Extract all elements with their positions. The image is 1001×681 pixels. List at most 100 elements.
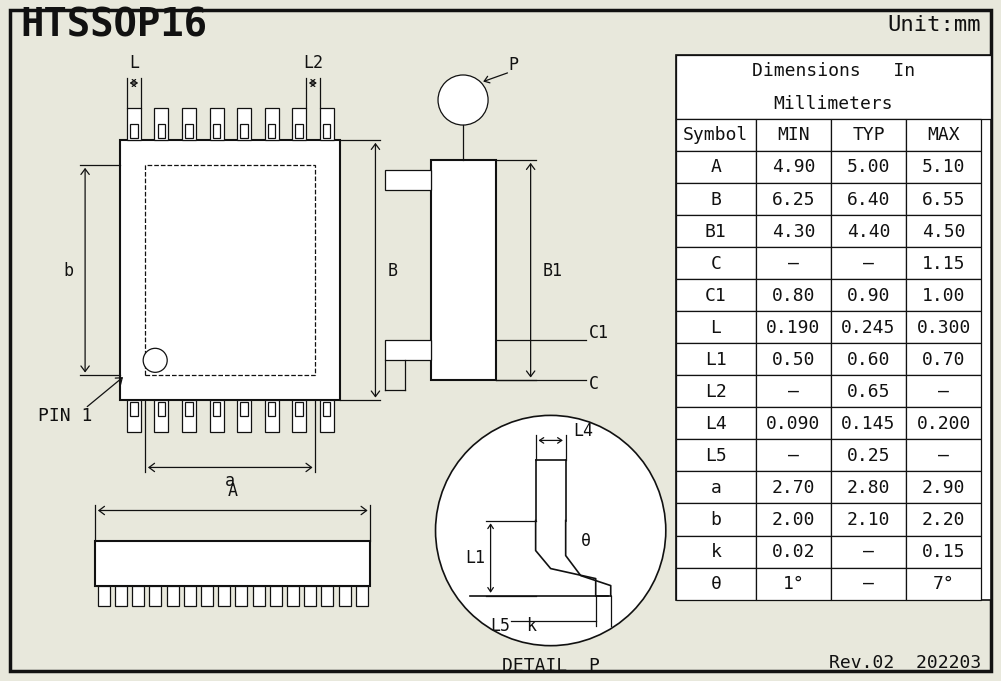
Text: 0.80: 0.80: [772, 287, 815, 304]
Bar: [157, 402, 165, 417]
Bar: [264, 400, 278, 432]
Bar: [182, 400, 196, 432]
Text: θ: θ: [581, 532, 591, 550]
Text: P: P: [508, 57, 518, 74]
Text: L4: L4: [574, 422, 594, 439]
Bar: [240, 402, 248, 417]
Bar: [676, 343, 756, 375]
Bar: [430, 161, 495, 381]
Text: A: A: [711, 159, 721, 176]
Text: a: a: [225, 472, 235, 490]
Text: A: A: [228, 481, 237, 500]
Bar: [831, 215, 906, 247]
Bar: [127, 400, 141, 432]
Bar: [237, 108, 251, 140]
Bar: [906, 471, 981, 504]
Bar: [212, 402, 220, 417]
Bar: [676, 215, 756, 247]
Text: TYP: TYP: [852, 127, 885, 144]
Bar: [831, 247, 906, 279]
Text: MIN: MIN: [777, 127, 810, 144]
Bar: [264, 108, 278, 140]
Bar: [831, 407, 906, 439]
Bar: [154, 400, 168, 432]
Bar: [831, 151, 906, 183]
Bar: [385, 170, 430, 191]
Bar: [831, 471, 906, 504]
Text: 2.20: 2.20: [922, 511, 965, 528]
Bar: [831, 311, 906, 343]
Text: 1.00: 1.00: [922, 287, 965, 304]
Bar: [756, 536, 831, 568]
Bar: [130, 402, 138, 417]
Bar: [831, 439, 906, 471]
Text: 0.02: 0.02: [772, 543, 815, 560]
Bar: [756, 568, 831, 600]
Bar: [127, 108, 141, 140]
Bar: [218, 586, 230, 605]
Text: –: –: [788, 447, 799, 464]
Bar: [184, 586, 196, 605]
Text: Rev.02  202203: Rev.02 202203: [829, 654, 981, 671]
Bar: [130, 125, 138, 139]
Text: Millimeters: Millimeters: [774, 95, 893, 113]
Text: L1: L1: [705, 351, 727, 368]
Bar: [321, 586, 333, 605]
Bar: [295, 402, 303, 417]
Bar: [201, 586, 213, 605]
Bar: [756, 311, 831, 343]
Text: Dimensions   In: Dimensions In: [752, 62, 915, 80]
Bar: [756, 183, 831, 215]
Text: PIN 1: PIN 1: [38, 407, 92, 424]
Bar: [831, 504, 906, 536]
Bar: [237, 400, 251, 432]
Bar: [906, 439, 981, 471]
Bar: [154, 108, 168, 140]
Bar: [132, 586, 144, 605]
Text: 4.30: 4.30: [772, 223, 815, 240]
Bar: [322, 402, 330, 417]
Text: 7°: 7°: [933, 575, 954, 592]
Text: k: k: [526, 617, 536, 635]
Text: 0.300: 0.300: [916, 319, 971, 336]
Text: 4.90: 4.90: [772, 159, 815, 176]
Bar: [906, 375, 981, 407]
Text: 1°: 1°: [783, 575, 804, 592]
Bar: [756, 471, 831, 504]
Text: 0.70: 0.70: [922, 351, 965, 368]
Bar: [756, 279, 831, 311]
Text: L5: L5: [705, 447, 727, 464]
Bar: [906, 311, 981, 343]
Text: 0.50: 0.50: [772, 351, 815, 368]
Text: k: k: [711, 543, 721, 560]
Bar: [304, 586, 316, 605]
Bar: [906, 119, 981, 151]
Bar: [235, 586, 247, 605]
Text: 0.190: 0.190: [766, 319, 821, 336]
Text: 2.90: 2.90: [922, 479, 965, 496]
Bar: [292, 108, 306, 140]
Bar: [157, 125, 165, 139]
Bar: [287, 586, 299, 605]
Text: 2.10: 2.10: [847, 511, 890, 528]
Text: MAX: MAX: [927, 127, 960, 144]
Circle shape: [143, 349, 167, 373]
Text: 2.80: 2.80: [847, 479, 890, 496]
Bar: [676, 55, 991, 119]
Bar: [319, 400, 333, 432]
Text: θ: θ: [711, 575, 721, 592]
Bar: [676, 151, 756, 183]
Text: L2: L2: [705, 383, 727, 400]
Bar: [676, 247, 756, 279]
Text: –: –: [788, 255, 799, 272]
Text: a: a: [711, 479, 721, 496]
Text: L: L: [711, 319, 721, 336]
Text: L2: L2: [303, 54, 322, 72]
Bar: [831, 375, 906, 407]
Bar: [676, 55, 991, 600]
Bar: [267, 125, 275, 139]
Bar: [756, 343, 831, 375]
Text: C1: C1: [589, 323, 609, 341]
Bar: [115, 586, 127, 605]
Text: 0.60: 0.60: [847, 351, 890, 368]
